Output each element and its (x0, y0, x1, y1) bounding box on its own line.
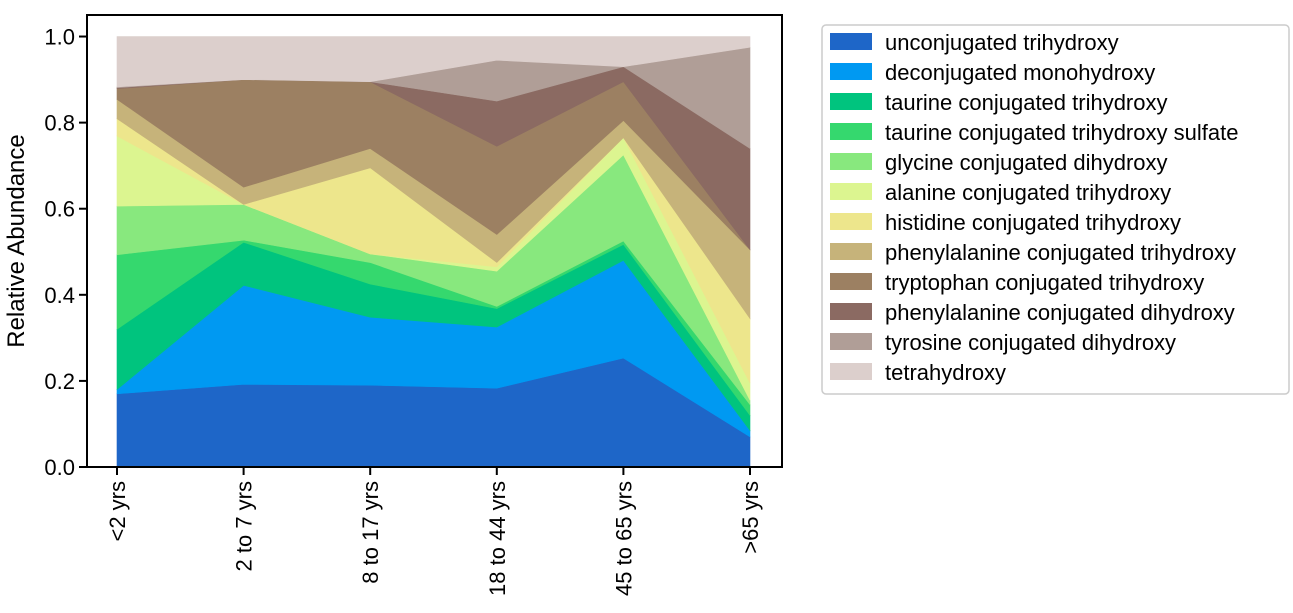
x-tick-label: <2 yrs (105, 481, 130, 542)
legend-entry-label: histidine conjugated trihydroxy (885, 210, 1181, 235)
legend-entry-label: alanine conjugated trihydroxy (885, 180, 1171, 205)
legend-entry-label: unconjugated trihydroxy (885, 30, 1119, 55)
y-tick-label: 0.6 (44, 197, 75, 222)
y-tick-label: 0.8 (44, 111, 75, 136)
legend-swatch (830, 93, 872, 110)
y-axis-label: Relative Abundance (3, 134, 30, 348)
plot-frame (86, 14, 783, 468)
legend-swatch (830, 333, 872, 350)
legend-entry-label: tryptophan conjugated trihydroxy (885, 270, 1204, 295)
legend-swatch (830, 153, 872, 170)
legend-entry-label: glycine conjugated dihydroxy (885, 150, 1168, 175)
legend-swatch (830, 123, 872, 140)
legend-entry-label: phenylalanine conjugated dihydroxy (885, 300, 1235, 325)
legend-swatch (830, 183, 872, 200)
legend-swatch (830, 213, 872, 230)
legend-entry-label: tetrahydroxy (885, 360, 1006, 385)
area-series-12 (116, 36, 751, 88)
legend-swatch (830, 243, 872, 260)
x-axis: <2 yrs 2 to 7 yrs 8 to 17 yrs 18 to 44 yrs 4… (105, 467, 763, 596)
y-axis: 0.0 0.2 0.4 0.6 0.8 1.0 (44, 25, 87, 480)
x-tick-label: 18 to 44 yrs (485, 481, 510, 596)
y-tick-label: 1.0 (44, 25, 75, 50)
y-tick-label: 0.0 (44, 455, 75, 480)
legend-entry-label: taurine conjugated trihydroxy sulfate (885, 120, 1238, 145)
legend-swatch (830, 63, 872, 80)
legend: unconjugated trihydroxy deconjugated mono… (821, 24, 1290, 395)
x-tick-label: 45 to 65 yrs (611, 481, 636, 596)
legend-entry-label: deconjugated monohydroxy (885, 60, 1155, 85)
x-tick-label: >65 yrs (738, 481, 763, 554)
legend-box (821, 24, 1290, 395)
y-tick-label: 0.4 (44, 283, 75, 308)
legend-swatch (830, 273, 872, 290)
legend-swatch (830, 363, 872, 380)
x-tick-label: 2 to 7 yrs (232, 481, 257, 571)
legend-entry-label: phenylalanine conjugated trihydroxy (885, 240, 1236, 265)
legend-entry-label: taurine conjugated trihydroxy (885, 90, 1168, 115)
y-tick-label: 0.2 (44, 369, 75, 394)
legend-entry-label: tyrosine conjugated dihydroxy (885, 330, 1176, 355)
plot-areas (116, 36, 751, 468)
legend-swatch (830, 33, 872, 50)
legend-swatch (830, 303, 872, 320)
x-tick-label: 8 to 17 yrs (358, 481, 383, 584)
